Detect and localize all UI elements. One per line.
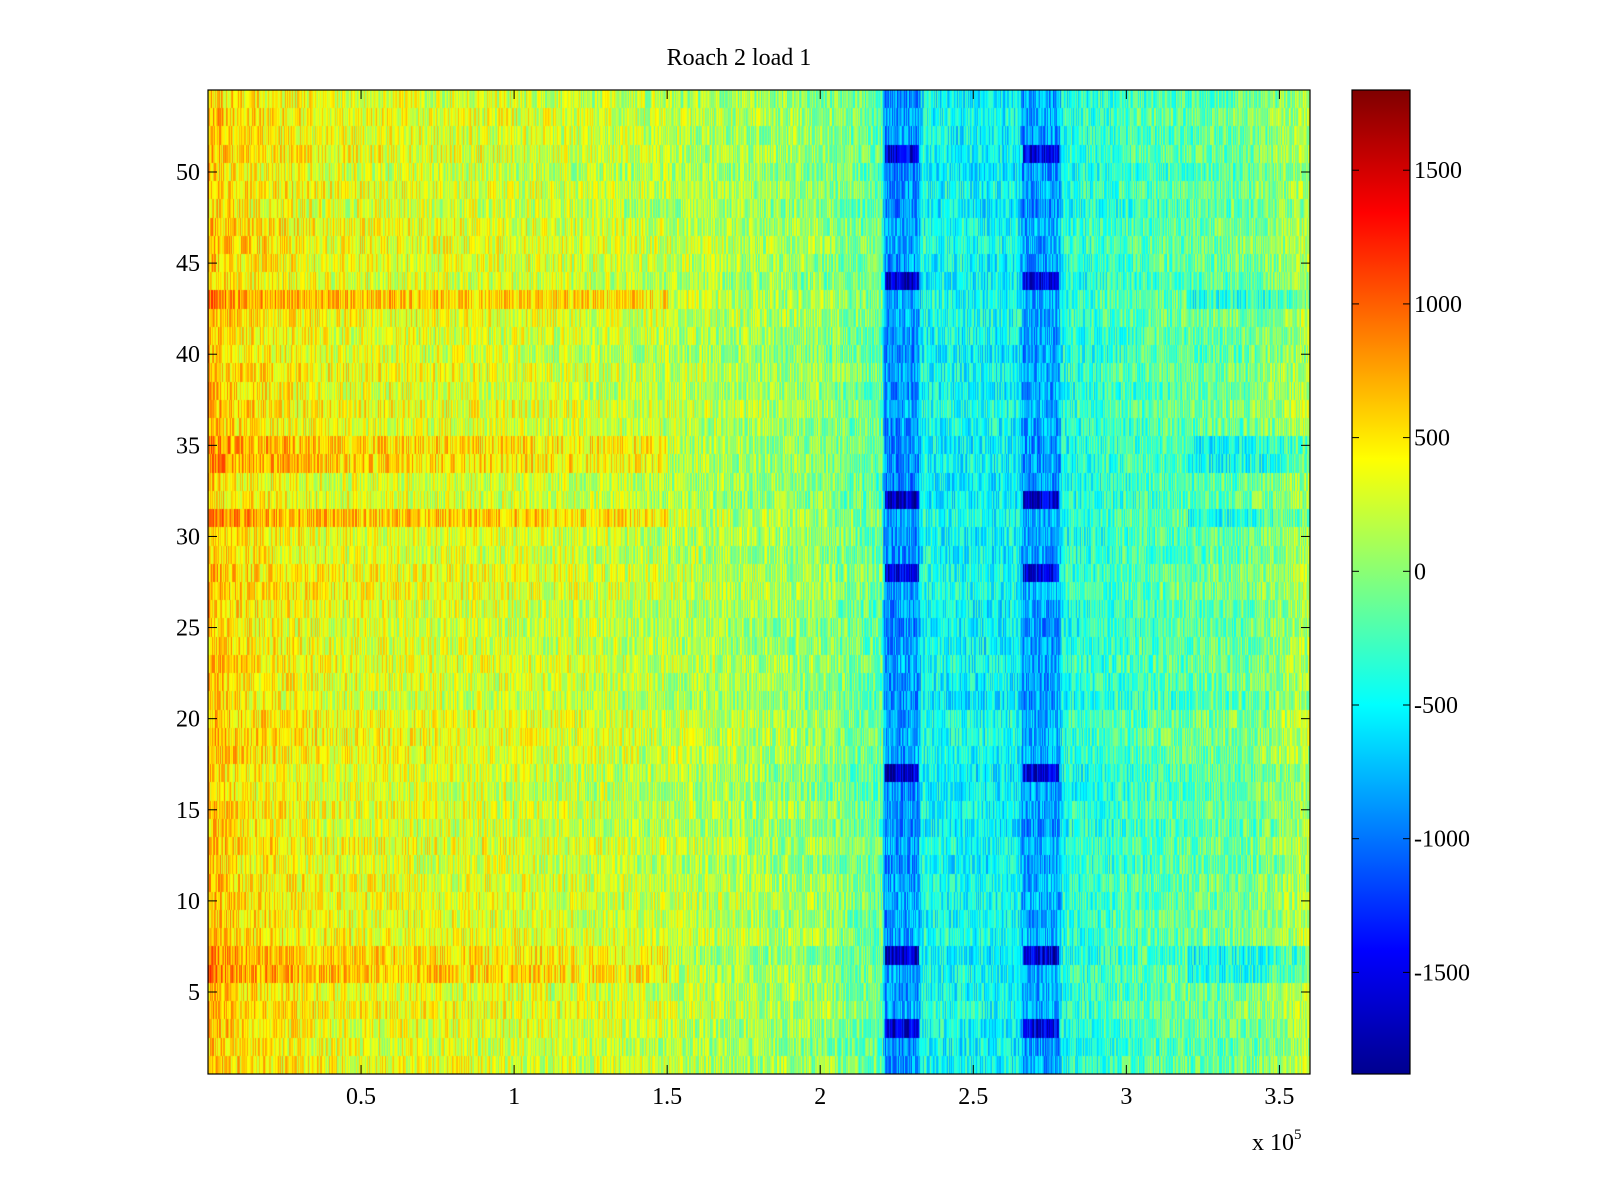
y-tick-label: 30 <box>176 524 200 550</box>
y-tick-label: 5 <box>188 980 200 1006</box>
x-tick-label: 3 <box>1120 1084 1132 1110</box>
y-tick-label: 40 <box>176 342 200 368</box>
y-axis: 5 10 15 20 25 30 35 40 45 50 <box>176 160 1310 1006</box>
colorbar-tick-label: -500 <box>1414 693 1458 719</box>
colorbar-tick-label: 1500 <box>1414 158 1462 184</box>
colorbar-tick-label: 500 <box>1414 426 1450 452</box>
y-tick-label: 50 <box>176 160 200 186</box>
colorbar-tick-label: -1000 <box>1414 827 1470 853</box>
y-tick-label: 15 <box>176 798 200 824</box>
colorbar-tick-label: -1500 <box>1414 960 1470 986</box>
x-tick-label: 0.5 <box>346 1084 376 1110</box>
x-tick-label: 1 <box>508 1084 520 1110</box>
heatmap-image <box>208 90 1310 1074</box>
y-tick-label: 35 <box>176 433 200 459</box>
x-tick-label: 3.5 <box>1264 1084 1294 1110</box>
chart-title: Roach 2 load 1 <box>667 45 812 71</box>
x-tick-label: 2.5 <box>958 1084 988 1110</box>
colorbar <box>1351 89 1411 1075</box>
y-tick-label: 20 <box>176 707 200 733</box>
x-tick-label: 1.5 <box>652 1084 682 1110</box>
colorbar-tick-label: 1000 <box>1414 292 1462 318</box>
colorbar-tick-label: 0 <box>1414 559 1426 585</box>
x-axis: 0.5 1 1.5 2 2.5 3 3.5 <box>346 90 1294 1110</box>
y-tick-label: 25 <box>176 616 200 642</box>
x-axis-multiplier: x 105 <box>1252 1127 1302 1156</box>
y-tick-label: 45 <box>176 251 200 277</box>
colorbar-axis: 1500 1000 500 0 -500 -1000 -1500 <box>1352 158 1470 986</box>
y-tick-label: 10 <box>176 889 200 915</box>
x-tick-label: 2 <box>814 1084 826 1110</box>
plot-frame <box>207 89 1311 1075</box>
